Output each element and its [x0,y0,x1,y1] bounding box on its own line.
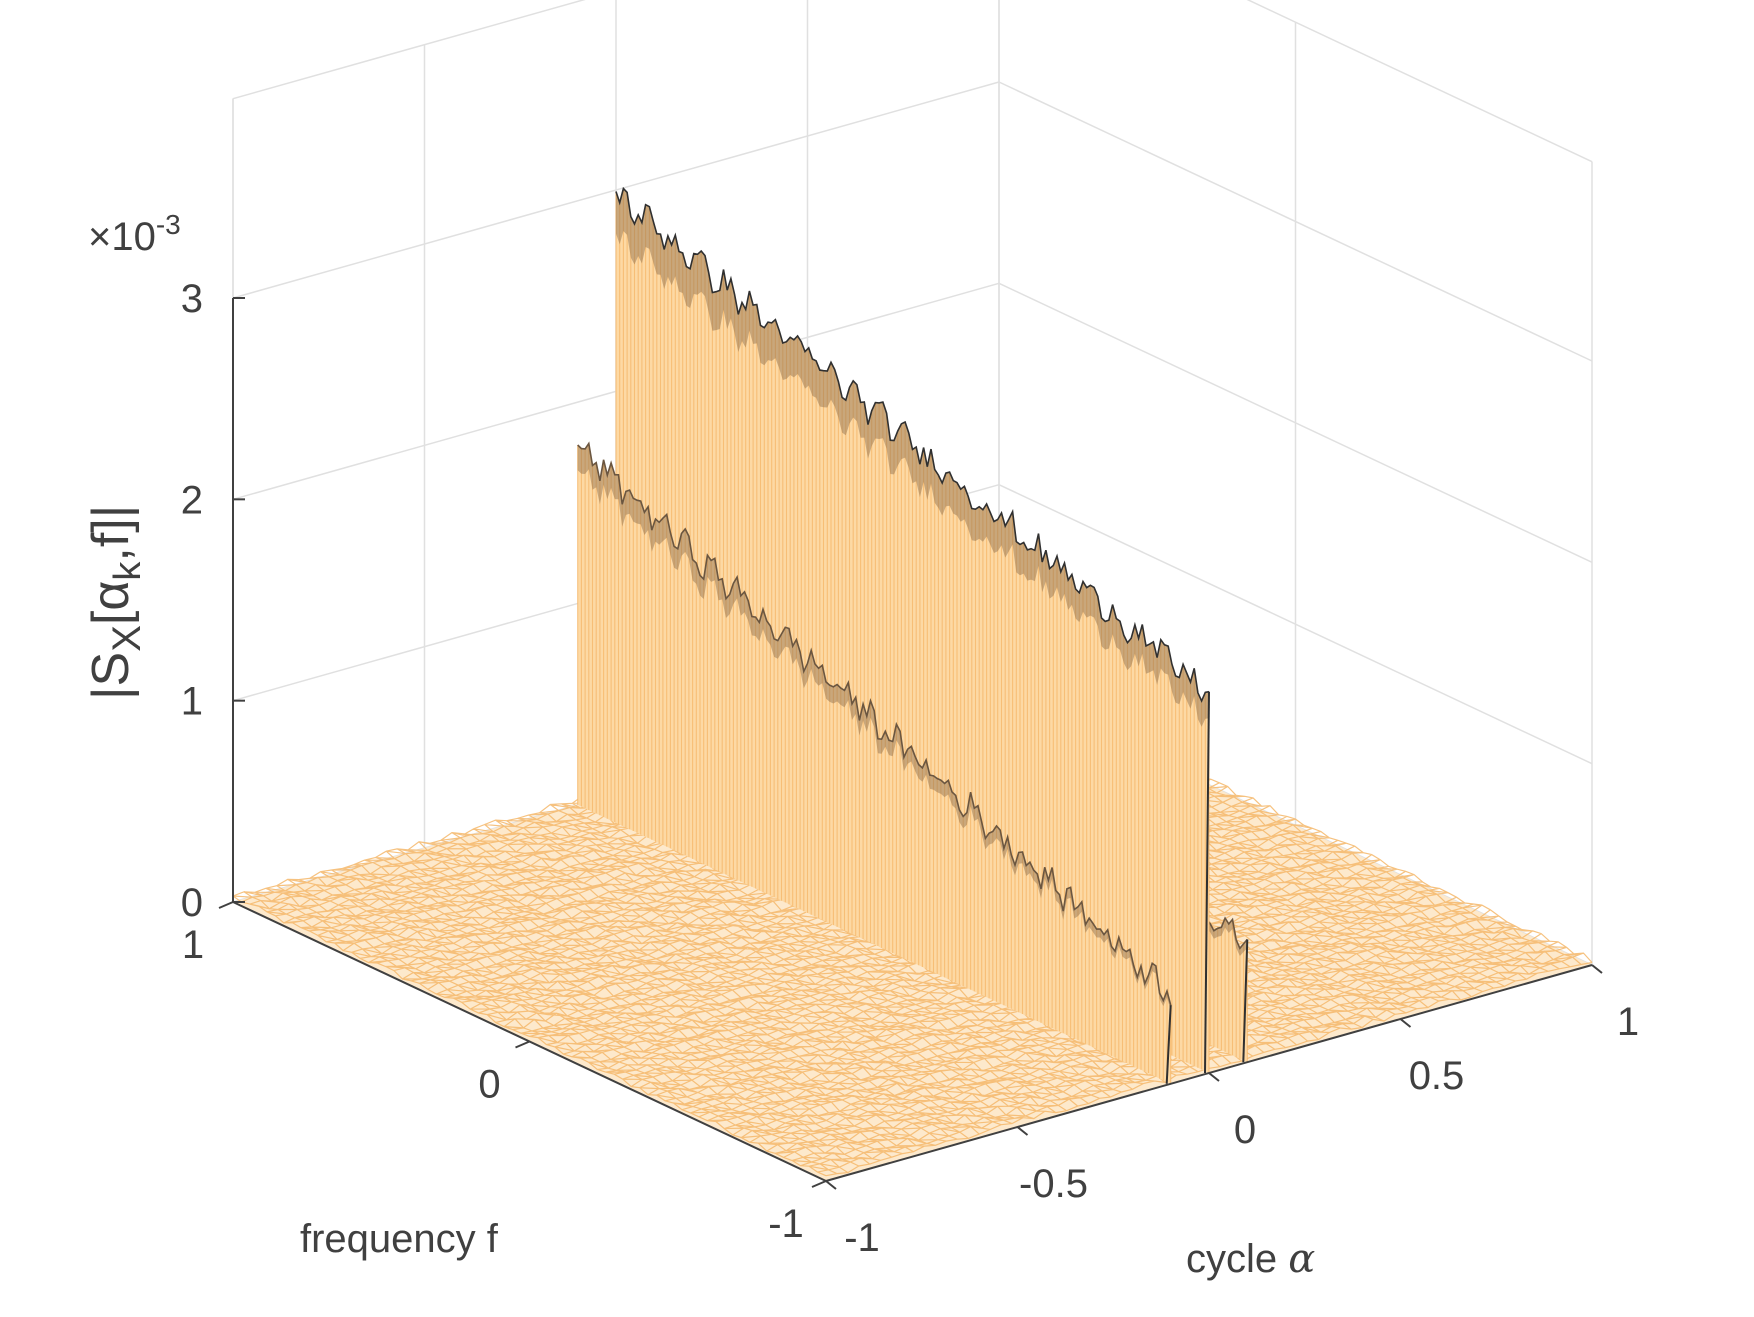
ridge-crest-shade [616,188,1209,727]
y-tick [515,1040,530,1049]
x-tick [1208,1072,1220,1082]
z-tick-label: 0 [181,881,203,925]
x-tick-label: 1 [1617,1000,1639,1044]
x-tick-label: 0 [1234,1108,1256,1152]
x-tick [1399,1018,1412,1028]
ridge-crest-line [615,186,1210,703]
z-tick-label: 3 [181,277,203,321]
ridge-end-edge [1165,1005,1172,1084]
x-tick [825,1180,837,1190]
exponent-label: ×10-3 [88,209,181,259]
ridge-series-alpha--0.1 [577,441,1172,1084]
x-tick [1591,964,1603,974]
surface-layer [232,186,1593,1181]
y-tick [811,1180,827,1188]
y-tick-label: 0 [478,1063,500,1107]
grid-line-side [1246,0,1593,163]
ridge-crest-shade [577,443,1171,1011]
ridge-end-edge [1204,691,1210,1074]
y-tick-label: 1 [182,923,204,967]
z-axis-title: |SX[αk,f]| [82,505,149,700]
x-tick-label: -1 [844,1216,880,1260]
ridge-end-edge [1242,939,1249,1063]
x-tick-label: 0.5 [1409,1054,1465,1098]
x-axis-title: cycle α [1186,1236,1315,1282]
ridge-wires [577,443,1172,1084]
y-tick [218,901,234,909]
x-tick [1016,1126,1029,1136]
grid-line-back [232,0,586,100]
z-tick-label: 2 [181,478,203,522]
z-tick-label: 1 [181,680,203,724]
y-axis-title: frequency f [300,1217,499,1261]
y-tick-label: -1 [768,1202,804,1246]
ridge-crest-line [577,441,1172,1006]
x-tick-label: -0.5 [1019,1162,1088,1206]
